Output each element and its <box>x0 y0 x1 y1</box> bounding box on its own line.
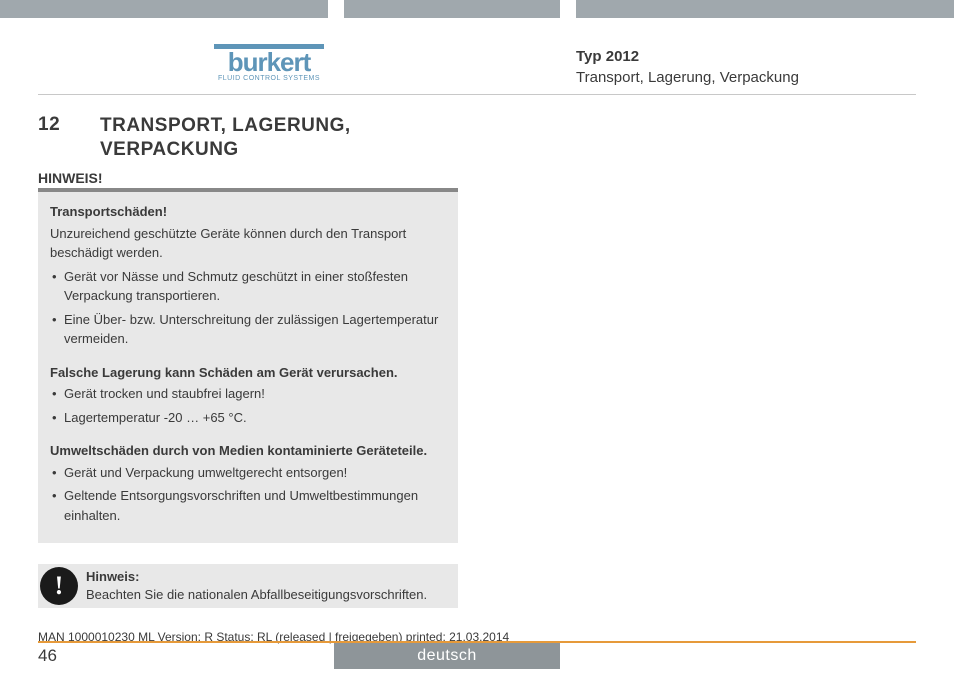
section-number: 12 <box>38 114 100 162</box>
language-tab: deutsch <box>334 643 560 669</box>
list-item: Gerät vor Nässe und Schmutz geschützt in… <box>50 267 446 306</box>
block1-text: Unzureichend geschützte Geräte können du… <box>50 224 446 263</box>
block2-title: Falsche Lagerung kann Schäden am Gerät v… <box>50 363 446 383</box>
list-item: Eine Über- bzw. Unterschreitung der zulä… <box>50 310 446 349</box>
note-title: Hinweis: <box>86 569 139 584</box>
block1-list: Gerät vor Nässe und Schmutz geschützt in… <box>50 267 446 349</box>
hinweis-box: Transportschäden! Unzureichend geschützt… <box>38 188 458 543</box>
block1-title: Transportschäden! <box>50 202 446 222</box>
list-item: Gerät trocken und staubfrei lagern! <box>50 384 446 404</box>
exclamation-glyph: ! <box>55 571 64 601</box>
page-number: 46 <box>38 646 57 666</box>
logo-wordmark: burkert <box>214 51 324 74</box>
note-box: ! Hinweis: Beachten Sie die nationalen A… <box>38 564 458 608</box>
type-label: Typ 2012 <box>576 46 799 67</box>
list-item: Gerät und Verpackung umweltgerecht entso… <box>50 463 446 483</box>
hinweis-label: HINWEIS! <box>38 170 103 186</box>
header-meta: Typ 2012 Transport, Lagerung, Verpackung <box>576 46 799 88</box>
brand-logo: burkert FLUID CONTROL SYSTEMS <box>214 44 324 82</box>
block3-title: Umweltschäden durch von Medien kontamini… <box>50 441 446 461</box>
section-heading: 12 TRANSPORT, LAGERUNG, VERPACKUNG <box>38 114 351 162</box>
header-bar-mid <box>344 0 560 18</box>
list-item: Lagertemperatur -20 … +65 °C. <box>50 408 446 428</box>
list-item: Geltende Entsorgungsvorschriften und Umw… <box>50 486 446 525</box>
header-bars <box>0 0 954 18</box>
logo-tagline: FLUID CONTROL SYSTEMS <box>214 75 324 82</box>
exclamation-icon: ! <box>40 567 78 605</box>
section-label: Transport, Lagerung, Verpackung <box>576 67 799 88</box>
section-title-line2: VERPACKUNG <box>100 139 239 160</box>
header-bar-right <box>576 0 954 18</box>
note-text: Hinweis: Beachten Sie die nationalen Abf… <box>86 568 427 604</box>
header-divider <box>38 94 916 95</box>
header-bar-left <box>0 0 328 18</box>
note-body: Beachten Sie die nationalen Abfallbeseit… <box>86 587 427 602</box>
section-title-line1: TRANSPORT, LAGERUNG, <box>100 115 351 136</box>
block3-list: Gerät und Verpackung umweltgerecht entso… <box>50 463 446 526</box>
block2-list: Gerät trocken und staubfrei lagern! Lage… <box>50 384 446 427</box>
section-title: TRANSPORT, LAGERUNG, VERPACKUNG <box>100 114 351 162</box>
